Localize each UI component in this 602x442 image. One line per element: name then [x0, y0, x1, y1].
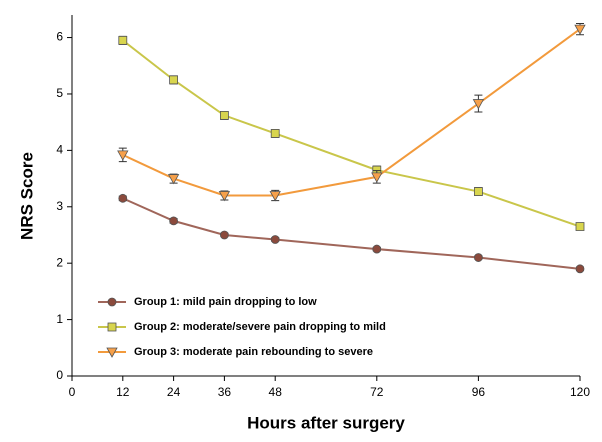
x-tick-label: 0 [69, 385, 76, 399]
data-point [219, 111, 229, 120]
y-tick-label: 4 [56, 143, 63, 157]
data-point [269, 191, 281, 202]
data-point [574, 24, 586, 35]
data-point [472, 99, 485, 110]
x-tick-label: 48 [269, 385, 283, 399]
x-tick-label: 72 [370, 385, 384, 399]
series-line [122, 28, 581, 197]
data-point [270, 235, 280, 244]
data-point [575, 222, 585, 231]
x-tick-label: 12 [116, 385, 130, 399]
y-axis-label: NRS Score [17, 152, 36, 240]
data-point [118, 35, 128, 45]
x-axis-label: Hours after surgery [247, 413, 405, 432]
legend-label: Group 1: mild pain dropping to low [134, 296, 317, 308]
data-point [473, 187, 483, 196]
series-line [122, 197, 581, 270]
y-tick-label: 6 [56, 30, 63, 44]
legend-marker [106, 347, 118, 358]
y-tick-label: 0 [56, 368, 63, 382]
data-point [167, 174, 180, 185]
legend-label: Group 2: moderate/severe pain dropping t… [134, 321, 386, 333]
data-point [372, 244, 382, 254]
y-tick-label: 5 [56, 86, 63, 100]
data-point [169, 75, 179, 85]
y-tick-label: 2 [56, 255, 63, 269]
data-point [270, 129, 280, 138]
data-point [219, 230, 229, 240]
x-tick-label: 24 [167, 385, 181, 399]
data-point [117, 150, 129, 161]
x-tick-label: 96 [472, 385, 486, 399]
y-tick-label: 1 [56, 312, 63, 326]
legend-label: Group 3: moderate pain rebounding to sev… [134, 346, 373, 358]
data-point [575, 264, 585, 274]
data-point [218, 191, 231, 202]
x-tick-label: 120 [570, 385, 590, 399]
data-point [371, 172, 383, 183]
data-point [169, 216, 179, 226]
data-point [473, 253, 483, 262]
legend-marker [107, 322, 117, 332]
x-tick-label: 36 [218, 385, 232, 399]
y-tick-label: 3 [56, 199, 63, 213]
legend-marker [107, 297, 117, 307]
data-point [118, 193, 128, 203]
series-line [122, 39, 581, 228]
